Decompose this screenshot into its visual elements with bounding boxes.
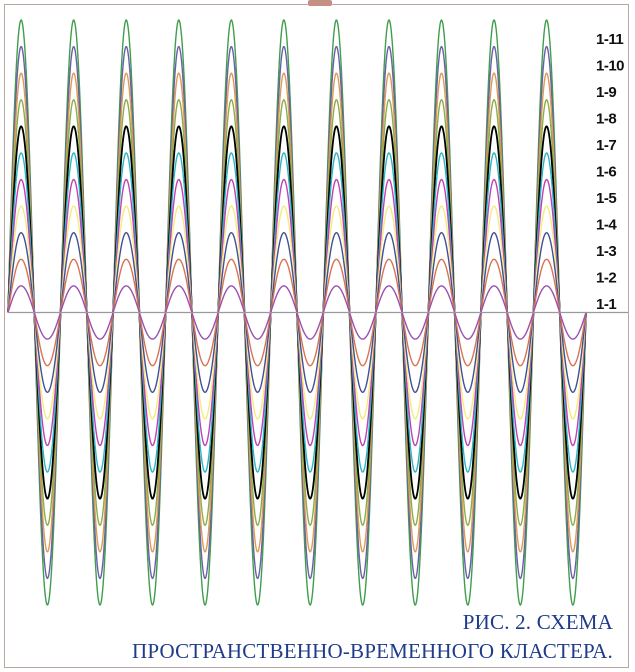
series-label-1-1: 1-1 <box>596 296 616 313</box>
series-label-1-6: 1-6 <box>596 164 616 181</box>
figure-caption: РИС. 2. СХЕМА ПРОСТРАНСТВЕННО-ВРЕМЕННОГО… <box>13 608 613 666</box>
caption-line-1: РИС. 2. СХЕМА <box>462 610 613 634</box>
frame-top-tab <box>308 0 332 6</box>
series-label-1-11: 1-11 <box>596 31 623 48</box>
series-label-1-3: 1-3 <box>596 243 616 260</box>
series-label-1-5: 1-5 <box>596 190 616 207</box>
caption-line-2: ПРОСТРАНСТВЕННО-ВРЕМЕННОГО КЛАСТЕРА. <box>131 639 613 663</box>
series-label-1-2: 1-2 <box>596 270 616 287</box>
series-label-1-9: 1-9 <box>596 84 616 101</box>
series-labels: 1-11 1-10 1-9 1-8 1-7 1-6 1-5 1-4 1-3 1-2 1-1 <box>596 31 625 313</box>
series-label-1-7: 1-7 <box>596 137 616 154</box>
series-label-1-10: 1-10 <box>596 58 624 75</box>
series-label-1-4: 1-4 <box>596 217 617 234</box>
series-label-1-8: 1-8 <box>596 111 616 128</box>
